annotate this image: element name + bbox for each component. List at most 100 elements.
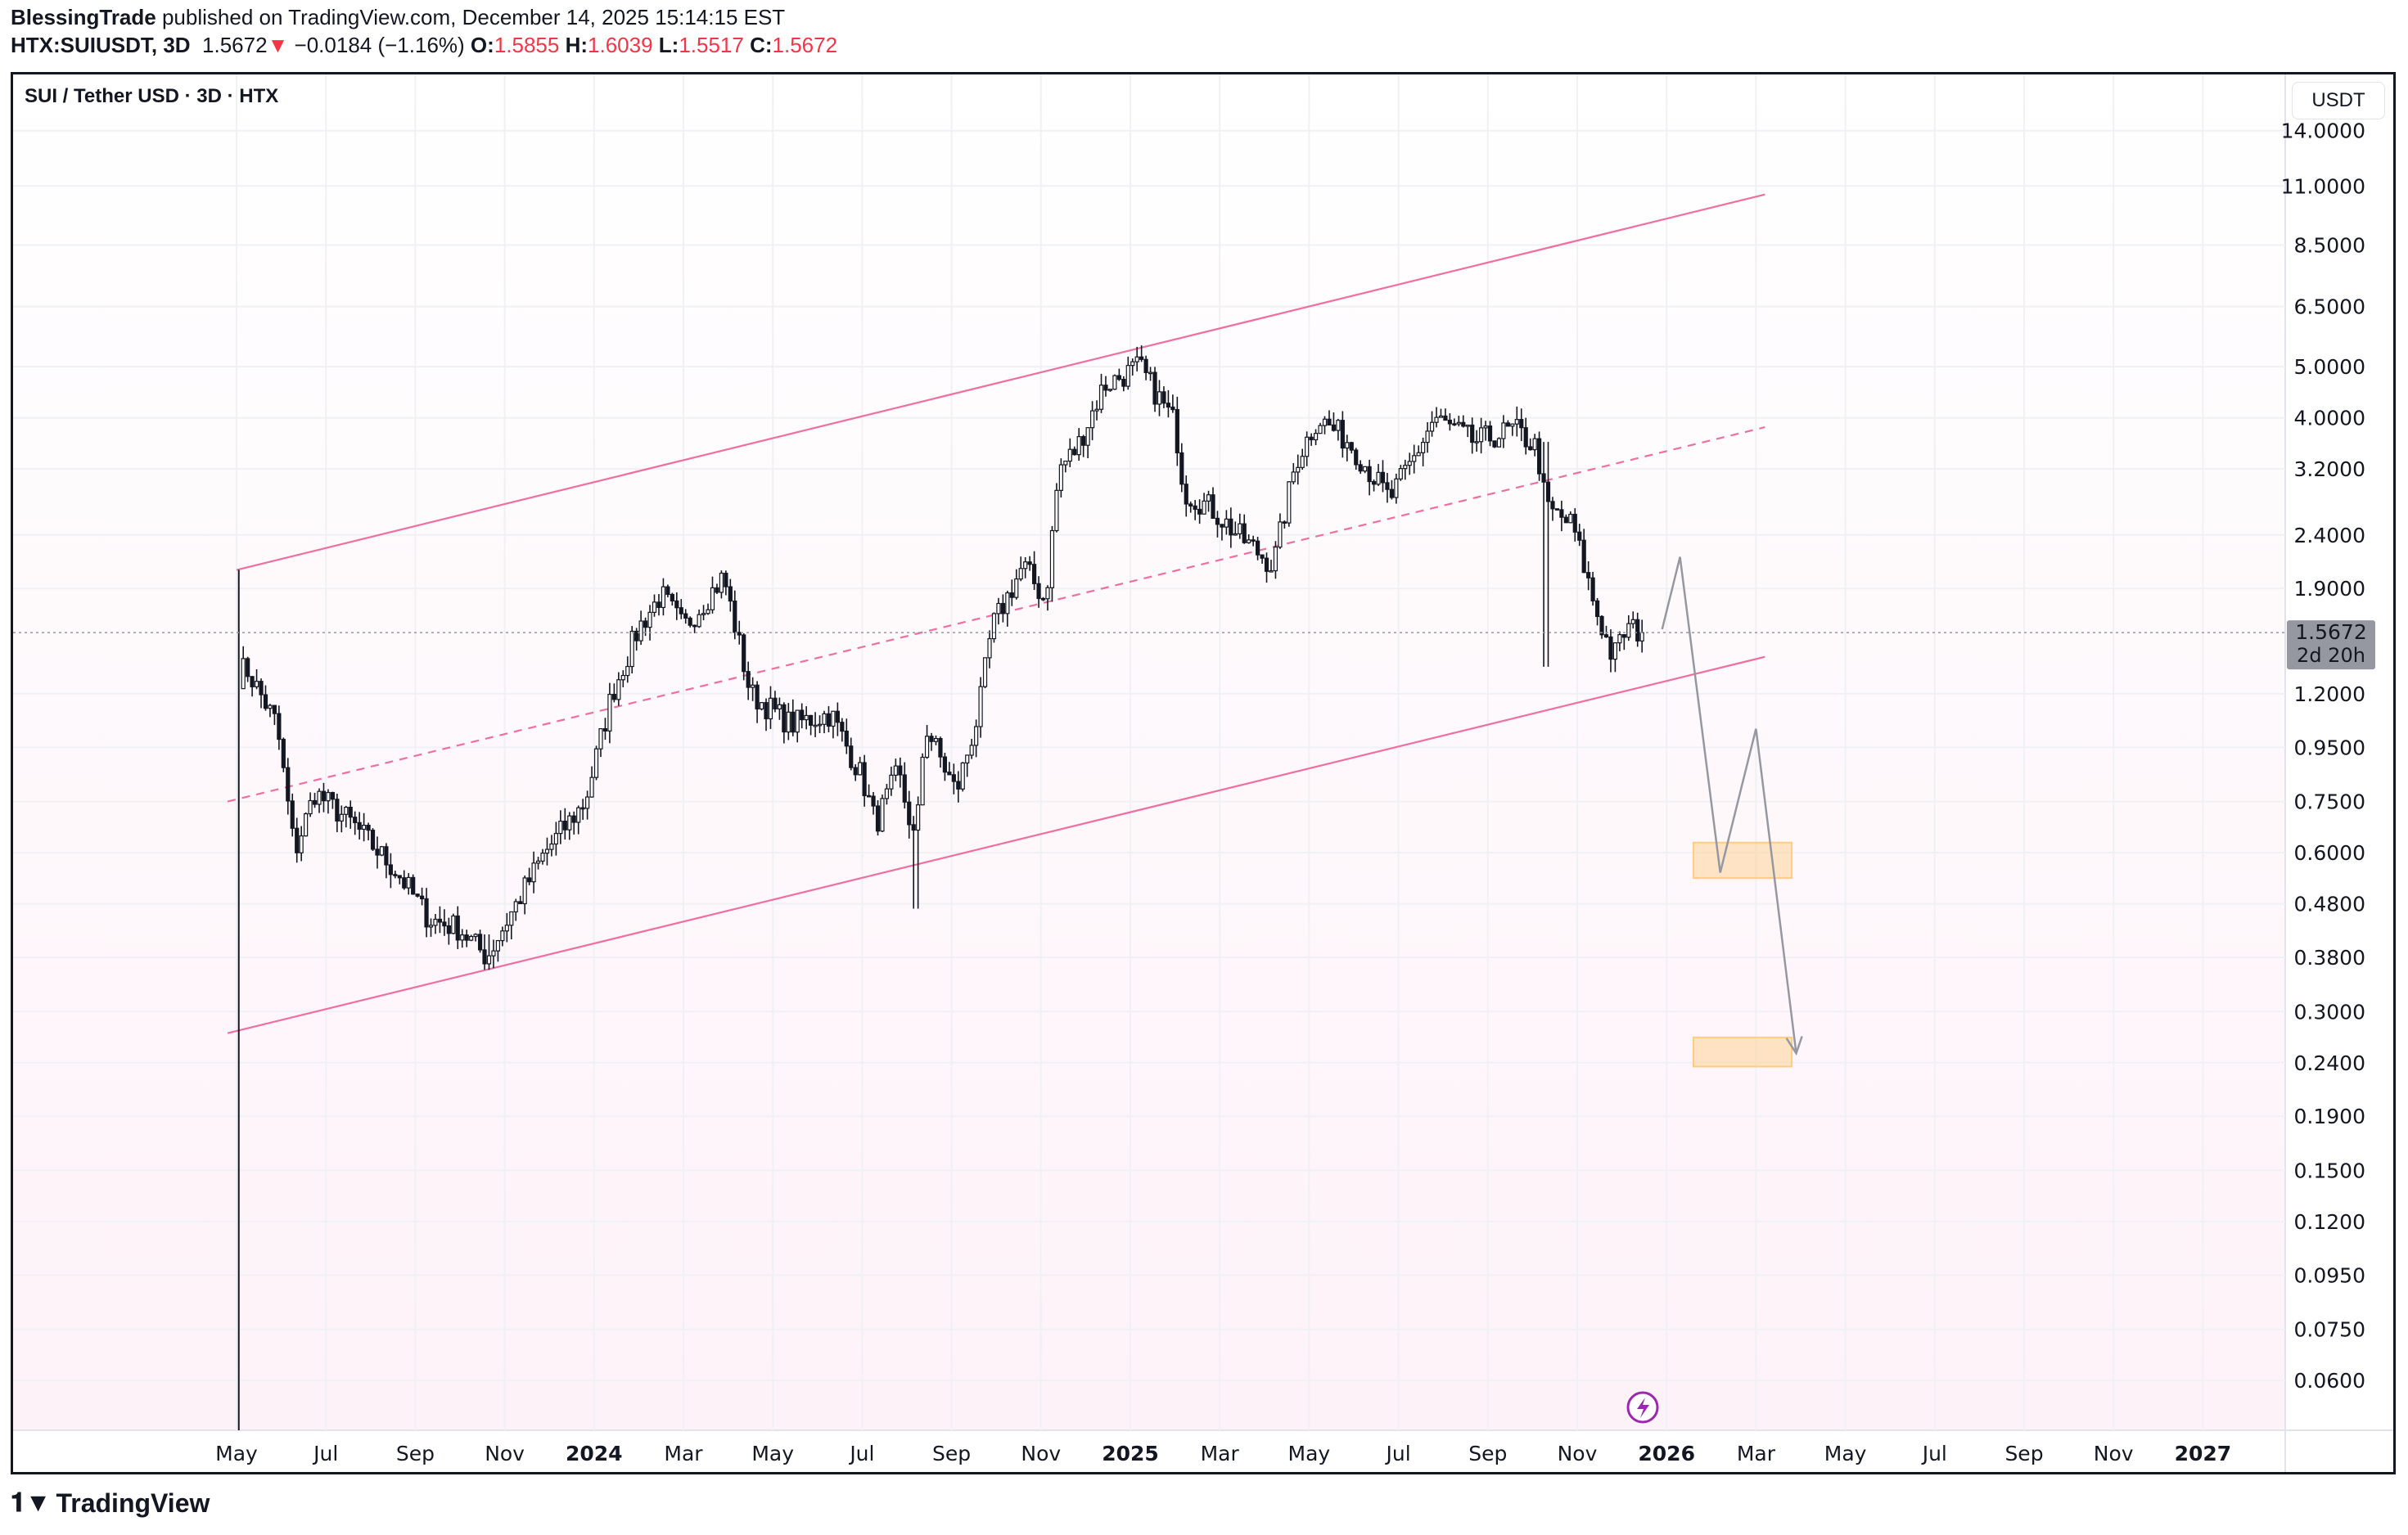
y-tick-label: 11.0000 xyxy=(2281,174,2365,198)
candle-body xyxy=(809,714,814,726)
candle-body xyxy=(956,781,961,790)
publish-text: published on TradingView.com, December 1… xyxy=(161,5,786,29)
candle-body xyxy=(670,593,674,602)
candle-body xyxy=(875,805,881,832)
candle-body xyxy=(679,607,683,614)
candle-body xyxy=(1269,569,1274,573)
candle-body xyxy=(509,911,514,926)
candle-body xyxy=(1603,634,1609,638)
candle-body xyxy=(1358,464,1363,472)
y-tick-label: 0.0600 xyxy=(2294,1369,2365,1393)
tradingview-logo[interactable]: 𝟏▼ TradingView xyxy=(11,1488,210,1519)
candle-body xyxy=(902,774,907,803)
candle-body xyxy=(1081,436,1086,446)
candle-body xyxy=(1568,513,1573,524)
candle-body xyxy=(1563,516,1568,524)
candle-body xyxy=(312,799,318,805)
candle-body xyxy=(397,875,402,879)
candle-body xyxy=(558,821,563,835)
candle-body xyxy=(991,613,997,640)
candle-body xyxy=(929,736,934,742)
candle-body xyxy=(477,934,483,951)
y-tick-label: 8.5000 xyxy=(2294,234,2365,258)
y-tick-label: 3.2000 xyxy=(2294,457,2365,481)
candle-body xyxy=(1345,442,1350,449)
candle-body xyxy=(281,738,286,768)
candle-body xyxy=(1005,592,1010,614)
candle-body xyxy=(513,901,518,913)
candle-body xyxy=(656,601,661,609)
y-tick-label: 0.0950 xyxy=(2294,1263,2365,1287)
candle-body xyxy=(674,600,679,609)
last-price-badge xyxy=(2287,620,2375,670)
candle-body xyxy=(553,833,558,845)
candle-body xyxy=(1510,423,1515,427)
candle-body xyxy=(241,658,246,690)
candle-body xyxy=(549,843,554,850)
candle-body xyxy=(1519,419,1524,429)
candle-body xyxy=(1572,513,1577,533)
y-tick-label: 1.2000 xyxy=(2294,682,2365,706)
candle-body xyxy=(1505,422,1510,427)
candle-body xyxy=(1331,424,1337,431)
candle-body xyxy=(1536,438,1542,475)
candle-body xyxy=(321,790,327,802)
candle-body xyxy=(858,762,863,776)
ohlc-line: HTX:SUIUSDT, 3D 1.5672▼ −0.0184 (−1.16%)… xyxy=(11,33,837,58)
candle-body xyxy=(947,772,952,776)
candle-body xyxy=(1327,418,1332,426)
candle-body xyxy=(625,665,630,677)
candle-body xyxy=(880,798,885,832)
y-tick-label: 0.0750 xyxy=(2294,1318,2365,1342)
candle-body xyxy=(1094,408,1099,412)
y-tick-label: 1.9000 xyxy=(2294,577,2365,601)
symbol: HTX:SUIUSDT, 3D xyxy=(11,33,191,57)
candle-body xyxy=(415,894,420,897)
candle-body xyxy=(1107,389,1113,391)
candle-body xyxy=(1229,518,1233,536)
candle-body xyxy=(1421,442,1426,453)
y-tick-label: 0.3800 xyxy=(2294,946,2365,970)
candle-body xyxy=(286,767,291,802)
candle-body xyxy=(1202,500,1206,515)
candle-body xyxy=(308,799,313,815)
candle-body xyxy=(1336,420,1341,431)
candle-body xyxy=(933,737,939,742)
candle-body xyxy=(335,799,340,822)
candle-body xyxy=(1626,623,1631,638)
candle-body xyxy=(437,918,443,923)
candle-body xyxy=(701,613,706,615)
x-tick-label: Nov xyxy=(1021,1442,1061,1465)
x-tick-label: 2026 xyxy=(1638,1442,1695,1465)
candle-body xyxy=(1054,489,1059,532)
candle-body xyxy=(1438,415,1444,418)
currency-unit-button[interactable]: USDT xyxy=(2292,82,2385,119)
candle-body xyxy=(1023,561,1028,569)
x-tick-label: Sep xyxy=(1468,1442,1507,1465)
candle-body xyxy=(938,737,943,758)
candle-body xyxy=(737,632,742,636)
tv-logo-icon: 𝟏▼ xyxy=(11,1488,52,1517)
y-tick-label: 0.4800 xyxy=(2294,893,2365,916)
channel-upper-line xyxy=(236,193,1765,571)
candle-body xyxy=(1067,448,1072,462)
candle-body xyxy=(1496,438,1502,448)
candle-body xyxy=(589,777,594,798)
candle-body xyxy=(1621,634,1626,638)
candle-body xyxy=(853,767,858,776)
candle-body xyxy=(375,849,380,856)
candle-body xyxy=(916,804,921,831)
candle-body xyxy=(1260,554,1265,559)
candle-body xyxy=(1058,464,1063,491)
candle-body xyxy=(402,877,407,889)
candle-body xyxy=(1018,568,1023,580)
x-tick-label: Jul xyxy=(312,1442,338,1465)
candle-body xyxy=(384,846,389,866)
candle-body xyxy=(840,722,845,732)
candle-body xyxy=(751,684,755,688)
candle-body xyxy=(777,704,782,709)
candle-body xyxy=(889,774,894,790)
candle-body xyxy=(661,586,666,609)
y-tick-label: 6.5000 xyxy=(2294,295,2365,319)
